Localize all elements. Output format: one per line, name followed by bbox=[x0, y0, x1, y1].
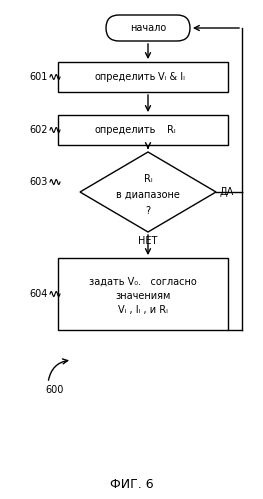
Text: определить: определить bbox=[94, 72, 156, 82]
Text: определить: определить bbox=[94, 125, 156, 135]
FancyArrowPatch shape bbox=[48, 359, 68, 380]
Text: 604: 604 bbox=[30, 289, 48, 299]
Text: начало: начало bbox=[130, 23, 166, 33]
Text: задать V₀.   согласно: задать V₀. согласно bbox=[89, 277, 197, 287]
Text: в диапазоне: в диапазоне bbox=[116, 190, 180, 200]
Text: ?: ? bbox=[145, 206, 150, 216]
Text: 601: 601 bbox=[30, 72, 48, 82]
Text: 603: 603 bbox=[30, 177, 48, 187]
Text: Rₗ: Rₗ bbox=[144, 174, 152, 184]
Text: Vₗ , Iₗ , и Rₗ: Vₗ , Iₗ , и Rₗ bbox=[118, 305, 168, 315]
Text: НЕТ: НЕТ bbox=[138, 236, 158, 246]
Text: 602: 602 bbox=[29, 125, 48, 135]
Text: ФИГ. 6: ФИГ. 6 bbox=[110, 479, 153, 492]
Text: 600: 600 bbox=[46, 385, 64, 395]
Text: Rₗ: Rₗ bbox=[167, 125, 175, 135]
Bar bbox=[58, 115, 228, 145]
FancyBboxPatch shape bbox=[106, 15, 190, 41]
Text: Vₗ & Iₗ: Vₗ & Iₗ bbox=[158, 72, 184, 82]
Text: значениям: значениям bbox=[115, 291, 171, 301]
Bar bbox=[58, 62, 228, 92]
Text: ДА: ДА bbox=[220, 187, 234, 197]
Bar bbox=[58, 258, 228, 330]
Polygon shape bbox=[80, 152, 216, 232]
